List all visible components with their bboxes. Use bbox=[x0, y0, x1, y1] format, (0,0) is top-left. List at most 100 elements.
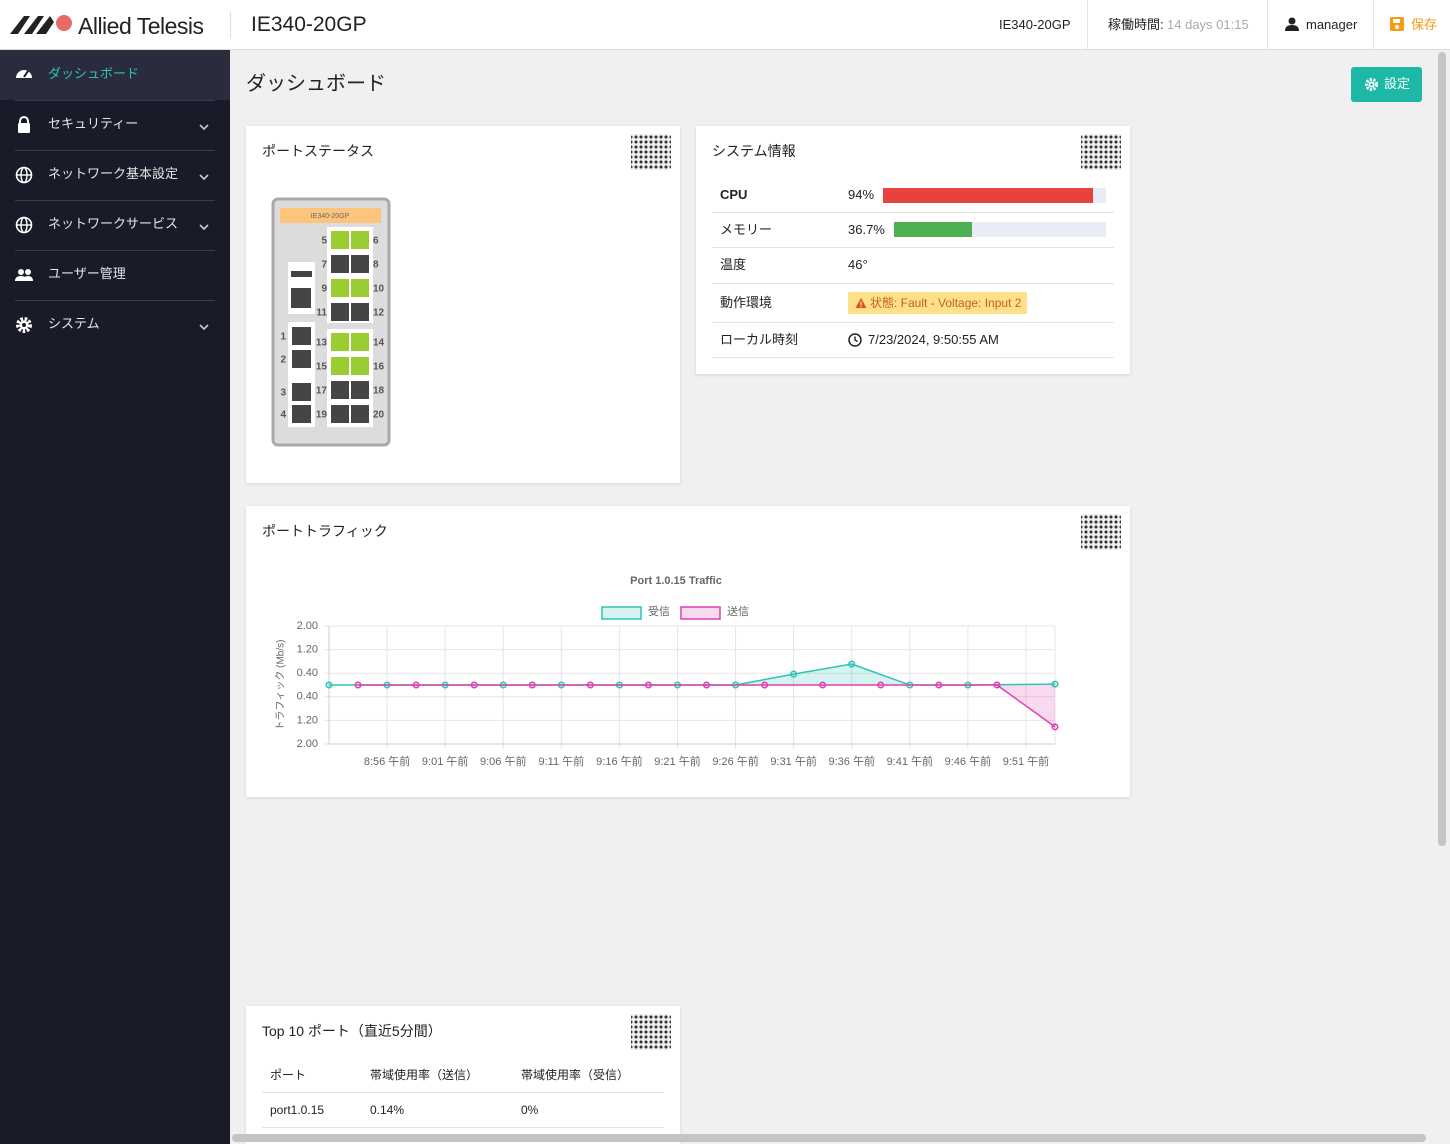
time-text: 7/23/2024, 9:50:55 AM bbox=[868, 331, 999, 347]
chevron bbox=[198, 320, 210, 332]
settings-label: 設定 bbox=[1384, 76, 1411, 91]
sidebar: ダッシュボードセキュリティーネットワーク基本設定ネットワークサービスユーザー管理… bbox=[0, 50, 230, 1144]
nav-label: ネットワーク基本設定 bbox=[48, 166, 179, 181]
top-ports-card bbox=[246, 1006, 680, 1144]
divider bbox=[1373, 0, 1374, 49]
column-header: ポート bbox=[270, 1068, 307, 1082]
info-row: CPU 94% bbox=[712, 178, 1114, 213]
info-row: 温度 46° bbox=[712, 247, 1114, 284]
bar-track bbox=[893, 222, 1106, 237]
icon bbox=[15, 166, 33, 184]
icon bbox=[855, 297, 867, 308]
nav-item[interactable]: ネットワーク基本設定 bbox=[0, 150, 230, 200]
chevron-icon bbox=[199, 224, 209, 231]
info-label: ローカル時刻 bbox=[720, 331, 799, 347]
table-cell: port1.0.15 bbox=[270, 1103, 325, 1117]
table-row: port1.0.15 0.14% 0% bbox=[262, 1093, 664, 1128]
settings-button[interactable]: 設定 bbox=[1351, 67, 1422, 102]
system-info-card bbox=[696, 126, 1130, 374]
bar bbox=[893, 222, 972, 237]
gear-icon bbox=[1365, 78, 1378, 91]
value-text: 46° bbox=[848, 257, 868, 272]
card-title: ポートステータス bbox=[262, 143, 374, 159]
nav-divider bbox=[15, 150, 215, 151]
clock-icon bbox=[848, 332, 862, 347]
value-label: 94% bbox=[848, 187, 875, 202]
nav-icon bbox=[15, 166, 33, 184]
nav-icon bbox=[15, 316, 33, 334]
info-row: ローカル時刻 7/23/2024, 9:50:55 AM bbox=[712, 322, 1114, 358]
card-title: システム情報 bbox=[712, 143, 796, 159]
table-header: ポート 帯域使用率（送信） 帯域使用率（受信） bbox=[262, 1058, 664, 1093]
scrollbar[interactable] bbox=[1438, 52, 1446, 846]
card-menu[interactable] bbox=[631, 1014, 671, 1050]
info-label: メモリー bbox=[720, 221, 773, 237]
warning-badge: 状態: Fault - Voltage: Input 2 bbox=[848, 291, 1028, 314]
column-header: 帯域使用率（送信） bbox=[370, 1068, 479, 1082]
table-cell: 0.14% bbox=[370, 1103, 405, 1117]
icon bbox=[16, 317, 32, 333]
info-label: CPU bbox=[720, 187, 748, 202]
info-row: メモリー 36.7% bbox=[712, 212, 1114, 248]
nav-divider bbox=[15, 300, 215, 301]
chevron bbox=[198, 170, 210, 182]
nav-item[interactable]: ダッシュボード bbox=[0, 50, 230, 100]
card-menu[interactable] bbox=[631, 134, 671, 170]
info-value: 36.7% bbox=[848, 219, 1106, 241]
nav-item[interactable]: システム bbox=[0, 300, 230, 350]
nav-label: ユーザー管理 bbox=[48, 266, 126, 281]
chevron bbox=[198, 120, 210, 132]
icon bbox=[848, 332, 862, 347]
icon bbox=[16, 70, 32, 78]
card-menu[interactable] bbox=[1081, 134, 1121, 170]
card-title: ポートトラフィック bbox=[262, 523, 388, 539]
divider bbox=[1087, 0, 1088, 49]
info-row: 動作環境 状態: Fault - Voltage: Input 2 bbox=[712, 283, 1114, 323]
nav-item[interactable]: ユーザー管理 bbox=[0, 250, 230, 300]
brand: Allied Telesis bbox=[78, 13, 204, 39]
logo-mark bbox=[10, 15, 72, 34]
nav-icon bbox=[15, 266, 33, 284]
save-icon bbox=[1390, 17, 1404, 31]
value-label: 36.7% bbox=[848, 221, 885, 237]
info-value: 94% bbox=[848, 184, 1106, 206]
icon bbox=[15, 269, 33, 281]
divider bbox=[230, 12, 231, 38]
info-label: 温度 bbox=[720, 257, 747, 272]
nav-item[interactable]: セキュリティー bbox=[0, 100, 230, 150]
nav-item[interactable]: ネットワークサービス bbox=[0, 200, 230, 250]
nav-icon bbox=[15, 116, 33, 134]
user-icon bbox=[1285, 17, 1299, 31]
chevron-icon bbox=[199, 124, 209, 131]
card-title: Top 10 ポート（直近5分間） bbox=[262, 1023, 442, 1039]
divider bbox=[1267, 0, 1268, 49]
warning-icon bbox=[855, 297, 867, 309]
model: IE340-20GP bbox=[999, 17, 1071, 32]
uptime: 14 days 01:15 bbox=[1167, 17, 1249, 32]
chevron bbox=[198, 220, 210, 232]
header bbox=[0, 0, 1450, 50]
nav-label: ダッシュボード bbox=[48, 66, 140, 81]
info-value: 状態: Fault - Voltage: Input 2 bbox=[848, 291, 1106, 314]
bar bbox=[883, 187, 1093, 203]
info-label: 動作環境 bbox=[720, 294, 773, 310]
port-status-card bbox=[246, 126, 680, 483]
nav-icon bbox=[15, 216, 33, 234]
traffic-card bbox=[246, 506, 1130, 797]
uptime-label: 稼働時間: bbox=[1108, 17, 1164, 32]
user[interactable]: manager bbox=[1306, 17, 1358, 32]
info-value: 7/23/2024, 9:50:55 AM bbox=[848, 329, 1106, 351]
card-menu[interactable] bbox=[1081, 514, 1121, 550]
table-cell: 0% bbox=[521, 1103, 539, 1117]
scrollbar[interactable] bbox=[232, 1134, 1426, 1142]
nav-divider bbox=[15, 100, 215, 101]
device-name: IE340-20GP bbox=[251, 13, 367, 36]
nav-divider bbox=[15, 200, 215, 201]
icon bbox=[15, 216, 33, 234]
save-button[interactable]: 保存 bbox=[1411, 17, 1438, 32]
bar-track bbox=[883, 187, 1106, 203]
icon bbox=[18, 116, 30, 133]
page-title: ダッシュボード bbox=[246, 73, 386, 95]
chevron-icon bbox=[199, 324, 209, 331]
